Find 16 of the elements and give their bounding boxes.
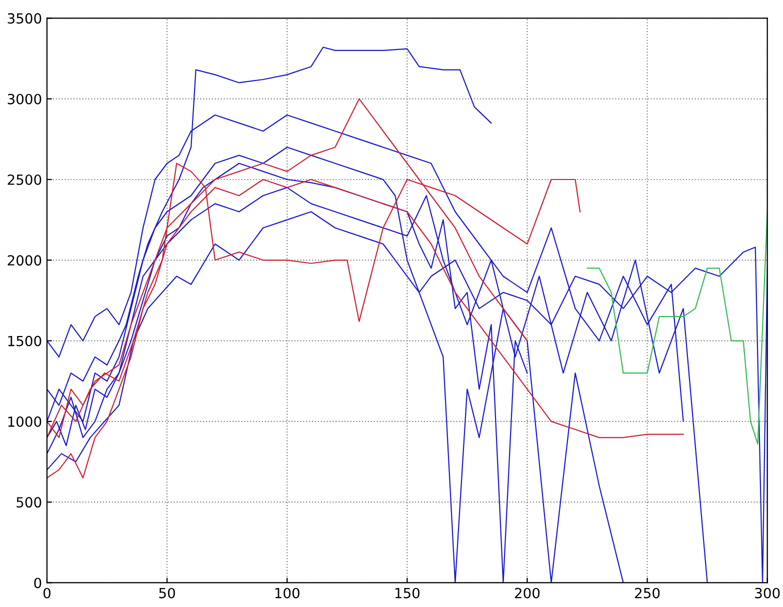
x-tick-label: 50 xyxy=(159,588,175,598)
x-tick-label: 200 xyxy=(514,588,540,598)
y-tick-label: 1500 xyxy=(8,336,42,346)
y-tick-label: 3500 xyxy=(8,13,42,24)
x-tick-label: 100 xyxy=(275,588,300,598)
y-tick-label: 0 xyxy=(34,578,42,588)
y-tick-label: 3000 xyxy=(8,94,42,104)
y-tick-label: 2000 xyxy=(8,255,42,266)
x-tick-label: 150 xyxy=(395,588,420,598)
x-tick-label: 300 xyxy=(755,588,780,598)
x-tick-label: 0 xyxy=(43,588,50,598)
line-series xyxy=(586,211,768,445)
y-tick-label: 1000 xyxy=(8,416,42,427)
y-tick-label: 500 xyxy=(16,497,42,508)
x-tick-label: 250 xyxy=(635,588,660,598)
y-tick-label: 2500 xyxy=(8,174,42,185)
